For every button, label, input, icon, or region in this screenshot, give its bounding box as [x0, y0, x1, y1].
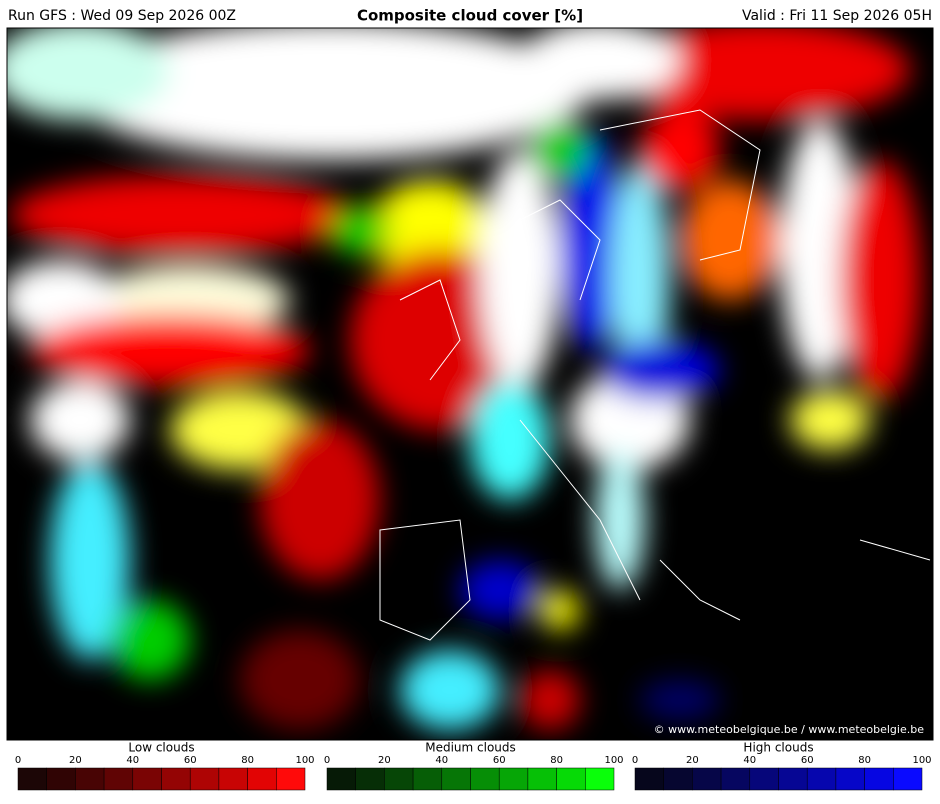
legend-title: Medium clouds — [425, 741, 516, 755]
legend-tick-label: 60 — [801, 755, 814, 766]
legend-swatch — [806, 767, 837, 791]
legend-swatch — [384, 767, 414, 791]
map — [7, 28, 933, 740]
legend-tick-label: 40 — [126, 755, 139, 766]
legend-swatch — [75, 767, 105, 791]
legend-tick-label: 60 — [184, 755, 197, 766]
legend-tick-label: 100 — [912, 755, 931, 766]
map-title: Composite cloud cover [%] — [357, 7, 583, 25]
legend-tick-label: 20 — [69, 755, 82, 766]
legend-tick-label: 0 — [632, 755, 638, 766]
legend-tick-label: 100 — [295, 755, 314, 766]
legend-swatch — [864, 767, 894, 791]
legend-tick-label: 20 — [686, 755, 699, 766]
legend-tick-label: 80 — [858, 755, 871, 766]
legend-swatch — [749, 767, 779, 791]
legend-swatch — [355, 767, 385, 791]
valid-label: Valid : Fri 11 Sep 2026 05H — [742, 8, 932, 24]
legend-swatch — [556, 767, 586, 791]
legend-swatch — [46, 767, 76, 791]
legend-swatch — [835, 767, 865, 791]
legend-swatch — [412, 767, 443, 791]
copyright: © www.meteobelgique.be / www.meteobelgie… — [654, 723, 925, 736]
legend-tick-label: 20 — [378, 755, 391, 766]
legend-swatch — [17, 767, 47, 791]
legend-title: High clouds — [743, 741, 813, 755]
legend-swatch — [470, 767, 500, 791]
legend-swatch — [498, 767, 529, 791]
legend-swatch — [189, 767, 220, 791]
legend-swatch — [132, 767, 162, 791]
legend-tick-label: 80 — [550, 755, 563, 766]
legend-swatch — [778, 767, 808, 791]
legend-swatch — [218, 767, 248, 791]
legend-swatch — [441, 767, 471, 791]
legend-title: Low clouds — [128, 741, 194, 755]
legend-tick-label: 0 — [324, 755, 330, 766]
legend-swatch — [276, 767, 306, 791]
legend-tick-label: 0 — [15, 755, 21, 766]
legend-swatch — [527, 767, 557, 791]
legend-swatch — [326, 767, 356, 791]
legend-tick-label: 80 — [241, 755, 254, 766]
legend-tick-label: 40 — [435, 755, 448, 766]
legend-swatch — [247, 767, 277, 791]
legend-swatch — [161, 767, 191, 791]
legend-swatch — [893, 767, 923, 791]
legend-tick-label: 60 — [493, 755, 506, 766]
legend-swatch — [585, 767, 615, 791]
legend-tick-label: 40 — [743, 755, 756, 766]
legend-swatch — [720, 767, 751, 791]
legend-swatch — [103, 767, 134, 791]
legend-swatch — [692, 767, 722, 791]
legend-tick-label: 100 — [604, 755, 623, 766]
run-label: Run GFS : Wed 09 Sep 2026 00Z — [8, 8, 236, 24]
legend-swatch — [663, 767, 693, 791]
legend-swatch — [634, 767, 664, 791]
